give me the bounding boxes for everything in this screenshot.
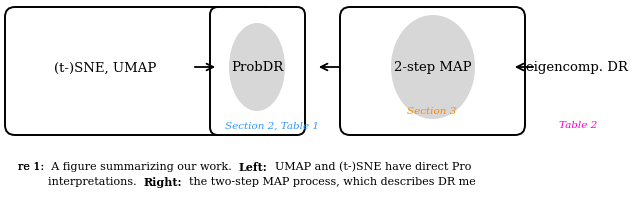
FancyBboxPatch shape xyxy=(340,8,525,135)
Text: Left:: Left: xyxy=(239,161,268,172)
Text: interpretations.: interpretations. xyxy=(48,176,143,186)
Ellipse shape xyxy=(229,24,285,111)
Text: ProbDR: ProbDR xyxy=(231,61,283,74)
Ellipse shape xyxy=(391,16,475,119)
Text: Table 2: Table 2 xyxy=(559,121,597,130)
Text: (t-)SNE, UMAP: (t-)SNE, UMAP xyxy=(54,61,156,74)
Text: re 1:  A figure summarizing our work.: re 1: A figure summarizing our work. xyxy=(18,161,239,171)
Text: eigencomp. DR: eigencomp. DR xyxy=(526,61,628,74)
Text: Right:: Right: xyxy=(143,176,182,187)
Text: Section 2, Table 1: Section 2, Table 1 xyxy=(225,121,319,130)
Ellipse shape xyxy=(391,16,475,119)
Text: 2-step MAP: 2-step MAP xyxy=(394,61,472,74)
FancyBboxPatch shape xyxy=(210,8,305,135)
Text: Section 3: Section 3 xyxy=(408,107,456,116)
Text: re 1:: re 1: xyxy=(18,161,44,171)
Text: UMAP and (t-)SNE have direct Pro: UMAP and (t-)SNE have direct Pro xyxy=(268,161,471,172)
Text: the two-step MAP process, which describes DR me: the two-step MAP process, which describe… xyxy=(182,176,476,186)
FancyBboxPatch shape xyxy=(5,8,273,135)
Ellipse shape xyxy=(229,24,285,111)
